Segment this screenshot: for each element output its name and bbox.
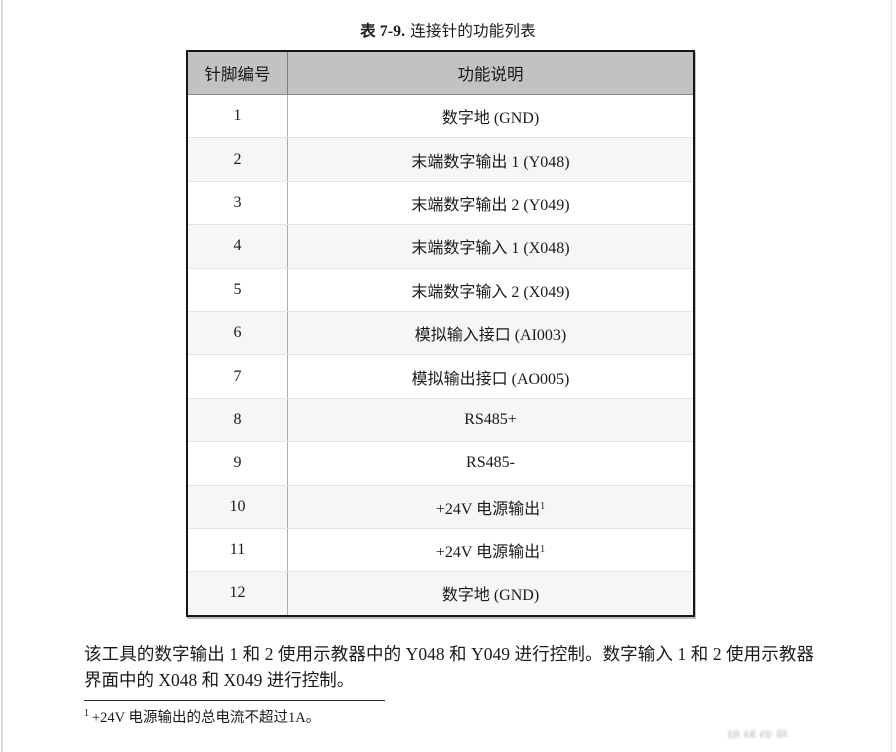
table-caption-number: 表 7-9.: [360, 23, 406, 40]
pin-cell: 6: [188, 311, 288, 355]
table-row: 12 数字地 (GND): [188, 571, 693, 615]
function-cell: 末端数字输入 1 (X048): [411, 240, 570, 258]
table-caption-text: 连接针的功能列表: [410, 23, 536, 40]
pin-function-table: 针脚编号 功能说明 1 数字地 (GND) 2 末端数字输出 1 (Y048) …: [186, 50, 695, 617]
header-pin-number: 针脚编号: [188, 52, 288, 94]
table-row: 8 RS485+: [188, 397, 693, 442]
table-row: 1 数字地 (GND): [188, 95, 693, 138]
pin-cell: 1: [188, 95, 288, 138]
footnote: 1 +24V 电源输出的总电流不超过1A。: [84, 706, 584, 727]
table-row: 9 RS485-: [188, 441, 693, 485]
footnote-text: +24V 电源输出的总电流不超过1A。: [92, 710, 321, 726]
table-body: 1 数字地 (GND) 2 末端数字输出 1 (Y048) 3 末端数字输出 2…: [188, 95, 693, 615]
function-cell: RS485-: [466, 454, 515, 472]
scan-edge-right: [891, 0, 892, 752]
table-row: 4 末端数字输入 1 (X048): [188, 224, 693, 268]
table-row: 5 末端数字输入 2 (X049): [188, 267, 693, 311]
function-cell: 模拟输入接口 (AI003): [414, 327, 567, 345]
pin-cell: 9: [188, 442, 288, 485]
function-cell: +24V 电源输出 1: [435, 544, 546, 562]
header-function-description: 功能说明: [457, 65, 524, 84]
function-cell: 数字地 (GND): [441, 587, 540, 605]
footnote-marker: 1: [84, 708, 89, 720]
body-paragraph: 该工具的数字输出 1 和 2 使用示教器中的 Y048 和 Y049 进行控制。…: [84, 644, 814, 690]
pin-cell: 8: [188, 398, 288, 442]
pin-cell: 10: [188, 485, 288, 528]
table-row: 2 末端数字输出 1 (Y048): [188, 137, 693, 181]
table-row: 10 +24V 电源输出 1: [188, 484, 693, 528]
function-cell: +24V 电源输出 1: [435, 500, 546, 518]
table-row: 11 +24V 电源输出 1: [188, 527, 693, 572]
pin-cell: 3: [188, 181, 288, 225]
function-cell: 数字地 (GND): [441, 110, 540, 128]
bottom-right-artifact: 接线信号: [727, 729, 791, 738]
function-cell: RS485+: [464, 410, 517, 428]
table-row: 3 末端数字输出 2 (Y049): [188, 180, 693, 225]
table-row: 6 模拟输入接口 (AI003): [188, 310, 693, 355]
pin-cell: 7: [188, 355, 288, 398]
pin-cell: 11: [188, 528, 288, 572]
pin-cell: 4: [188, 225, 288, 268]
function-cell: 末端数字输出 2 (Y049): [411, 196, 570, 214]
pin-cell: 12: [188, 572, 288, 615]
table-caption: 表 7-9. 连接针的功能列表: [0, 19, 896, 41]
table-header-row: 针脚编号 功能说明: [188, 52, 693, 95]
pin-cell: 5: [188, 268, 288, 311]
function-cell: 末端数字输入 2 (X049): [411, 283, 570, 301]
pin-cell: 2: [188, 138, 288, 181]
table-row: 7 模拟输出接口 (AO005): [188, 354, 693, 398]
function-cell: 末端数字输出 1 (Y048): [411, 153, 570, 171]
scan-edge-left: [1, 0, 3, 752]
footnote-separator: [84, 700, 385, 701]
function-cell: 模拟输出接口 (AO005): [411, 370, 570, 388]
